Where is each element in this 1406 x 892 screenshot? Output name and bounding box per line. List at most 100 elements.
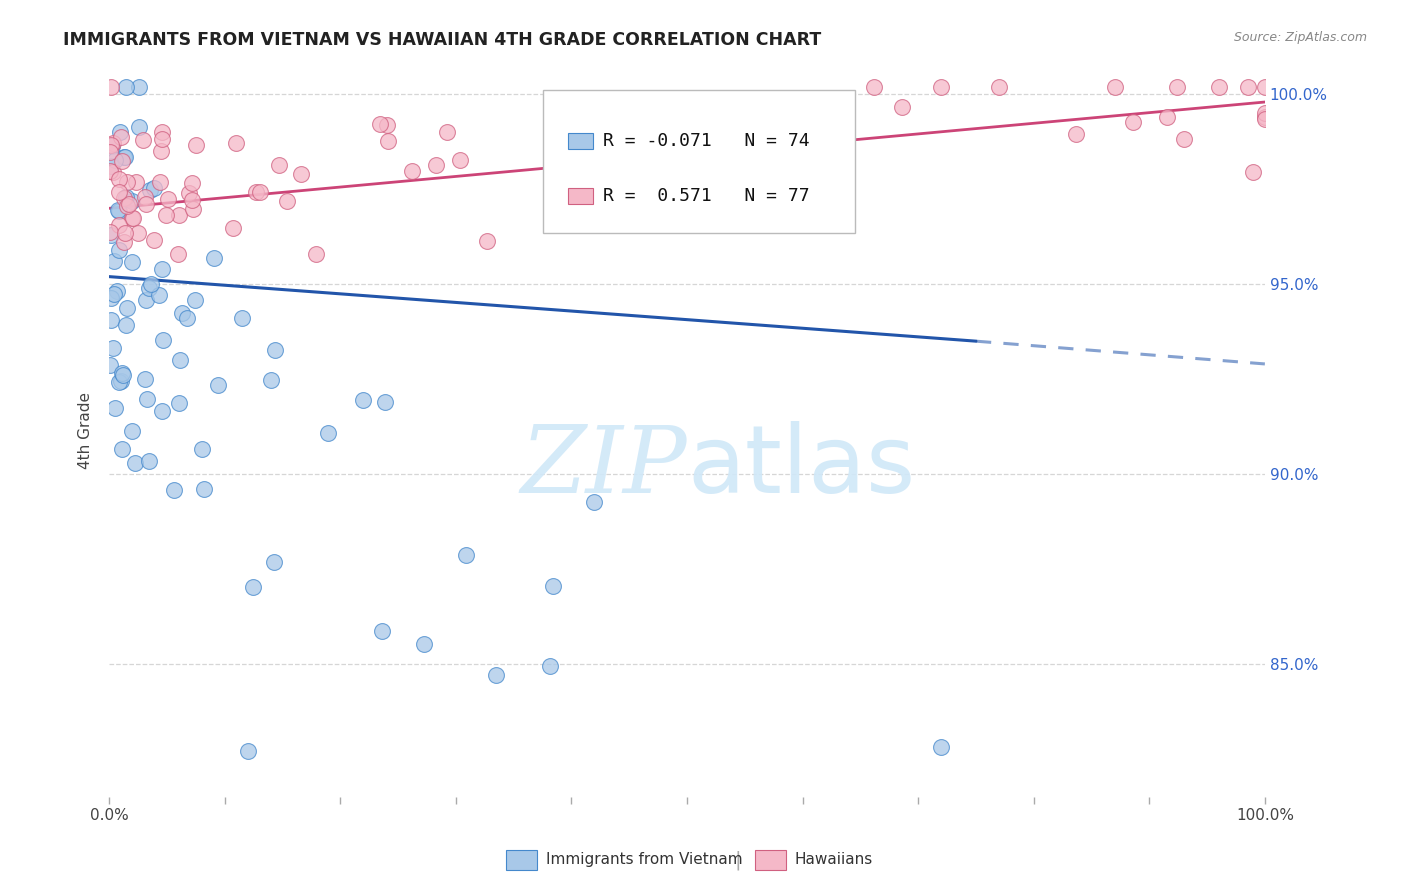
Point (107, 202, 129, 217)
Point (176, 310, 198, 325)
Point (138, 454, 160, 468)
Point (891, 100, 914, 114)
Point (134, 190, 156, 204)
Point (249, 185, 271, 199)
Text: atlas: atlas (688, 421, 915, 513)
Point (114, 226, 136, 240)
Point (1208, 79, 1230, 94)
FancyBboxPatch shape (568, 133, 593, 149)
Point (111, 366, 134, 380)
Point (101, 138, 124, 153)
Point (987, 79, 1010, 94)
Point (131, 133, 153, 147)
Point (264, 343, 287, 357)
Point (290, 167, 312, 181)
Point (167, 247, 190, 261)
Point (193, 483, 215, 497)
Point (100, 164, 122, 178)
Point (245, 185, 267, 199)
Point (1166, 79, 1188, 94)
Point (100, 79, 122, 94)
Point (231, 311, 253, 326)
Point (184, 293, 207, 307)
Point (135, 293, 157, 307)
Point (222, 221, 245, 235)
Point (100, 226, 122, 240)
Point (1064, 127, 1087, 141)
Point (163, 483, 186, 497)
Point (149, 175, 172, 189)
Point (1254, 112, 1277, 127)
Point (1156, 110, 1178, 124)
Point (1254, 106, 1277, 120)
Point (305, 247, 328, 261)
Point (352, 392, 374, 407)
Text: |: | (735, 850, 741, 870)
Point (150, 125, 173, 139)
Text: R = -0.071   N = 74: R = -0.071 N = 74 (603, 132, 810, 150)
Point (449, 153, 471, 167)
Point (104, 153, 127, 167)
Point (108, 375, 131, 389)
Point (112, 190, 135, 204)
Point (785, 152, 807, 166)
Point (1254, 79, 1277, 94)
Point (150, 132, 173, 146)
Point (180, 193, 202, 207)
Point (793, 169, 815, 184)
Point (793, 138, 815, 153)
Point (114, 150, 136, 164)
Text: ZIP: ZIP (520, 422, 688, 512)
Point (112, 368, 135, 382)
Point (425, 158, 447, 172)
Point (1104, 79, 1126, 94)
Point (191, 442, 214, 456)
Point (111, 154, 134, 169)
Point (103, 165, 125, 179)
Point (242, 580, 264, 594)
Point (827, 169, 849, 184)
Text: Hawaiians: Hawaiians (794, 853, 873, 867)
Point (124, 456, 146, 470)
Point (112, 149, 135, 163)
Text: Source: ZipAtlas.com: Source: ZipAtlas.com (1233, 31, 1367, 45)
Point (717, 128, 740, 143)
Point (1241, 164, 1264, 178)
Point (543, 579, 565, 593)
Point (263, 555, 285, 569)
Point (138, 281, 160, 295)
Y-axis label: 4th Grade: 4th Grade (79, 392, 93, 469)
Point (101, 136, 124, 150)
Point (108, 186, 131, 200)
Point (108, 125, 131, 139)
Point (100, 291, 122, 305)
Point (436, 125, 458, 139)
Point (122, 211, 145, 226)
Point (100, 159, 122, 173)
Point (377, 118, 399, 132)
Point (456, 549, 478, 563)
Point (170, 306, 193, 320)
Point (181, 176, 204, 190)
Point (150, 262, 173, 277)
Point (150, 404, 173, 418)
Point (100, 145, 122, 160)
Point (118, 197, 141, 211)
Point (104, 401, 127, 415)
Point (148, 287, 170, 301)
Point (167, 208, 190, 222)
Point (115, 301, 138, 316)
Point (128, 79, 150, 94)
Point (105, 285, 128, 299)
FancyBboxPatch shape (568, 188, 593, 204)
Point (929, 740, 952, 755)
Point (108, 203, 131, 218)
Point (128, 120, 150, 134)
Point (108, 218, 131, 232)
Point (236, 744, 259, 758)
Point (485, 667, 508, 681)
Point (207, 378, 229, 392)
Point (186, 138, 208, 153)
Point (115, 175, 138, 189)
Point (101, 341, 124, 355)
